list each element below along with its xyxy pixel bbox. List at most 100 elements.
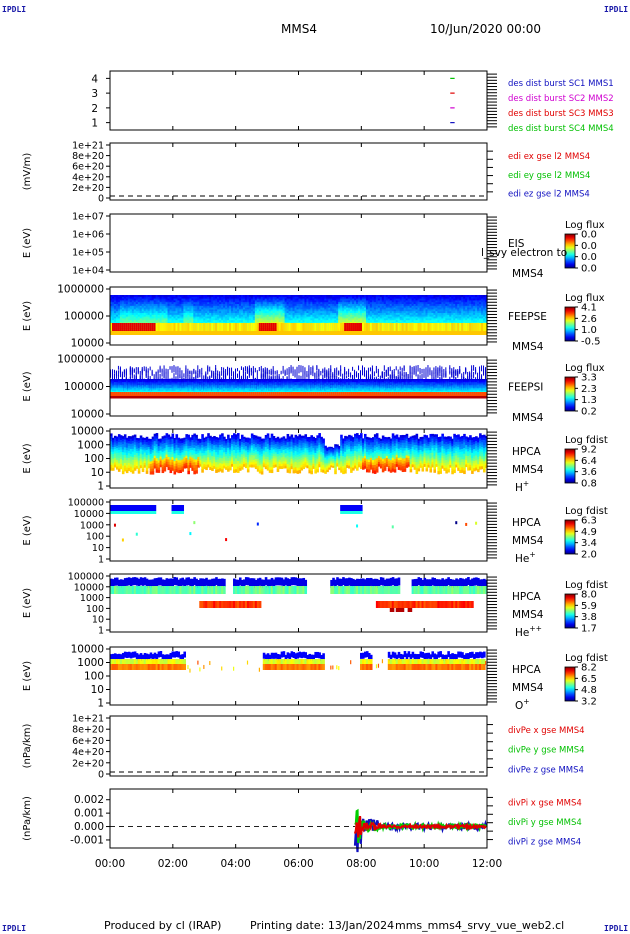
spectro-cell	[393, 295, 397, 298]
spectro-cell	[425, 320, 429, 323]
spectro-cell	[123, 385, 127, 388]
spectro-cell	[113, 320, 117, 323]
spectro-cell	[163, 314, 167, 318]
spectro-cell	[318, 295, 321, 298]
spectro-cell	[264, 309, 268, 312]
spectro-cell	[391, 318, 395, 321]
spectro-cell	[165, 371, 167, 379]
spectro-cell	[137, 314, 141, 318]
spectro-cell	[421, 320, 425, 323]
spectro-cell	[354, 313, 357, 316]
spectro-cell	[360, 311, 363, 314]
spectro-cell	[419, 311, 423, 314]
spectro-cell	[119, 302, 123, 305]
spectro-cell	[485, 298, 488, 301]
spectro-cell	[199, 302, 202, 305]
spectro-cell	[306, 296, 310, 300]
spectro-cell	[201, 311, 204, 314]
spectro-cell	[217, 304, 220, 307]
spectro-cell	[235, 331, 238, 335]
spectro-cell	[254, 305, 258, 309]
spectro-cell	[322, 307, 325, 310]
spectro-cell	[238, 305, 242, 309]
spectro-cell	[483, 300, 486, 303]
spectro-cell	[244, 305, 248, 309]
spectro-cell	[471, 298, 474, 301]
spectro-cell	[401, 298, 405, 301]
spectro-cell	[483, 309, 486, 312]
spectro-cell	[242, 313, 246, 316]
spectro-cell	[187, 374, 189, 381]
spectro-cell	[191, 298, 194, 301]
spectro-cell	[219, 318, 222, 321]
spectro-cell	[344, 316, 347, 319]
spectro-cell	[328, 314, 331, 318]
spectro-cell	[221, 298, 224, 301]
spectro-cell	[306, 305, 310, 309]
spectro-cell	[403, 305, 407, 309]
spectro-cell	[167, 372, 169, 381]
spectro-cell	[183, 389, 186, 392]
spectro-cell	[167, 379, 171, 382]
spectro-cell	[469, 331, 472, 335]
spectro-cell	[413, 314, 417, 318]
spectro-cell	[401, 304, 405, 307]
spectro-cell	[471, 331, 474, 335]
spectro-cell	[342, 318, 345, 321]
spectro-cell	[371, 331, 375, 335]
spectro-cell	[139, 304, 143, 307]
spectro-cell	[203, 323, 206, 331]
spectro-cell	[403, 320, 407, 323]
spectro-cell	[413, 302, 417, 305]
spectro-cell	[421, 307, 425, 310]
spectro-cell	[256, 302, 260, 305]
spectro-cell	[381, 331, 385, 335]
spectro-cell	[483, 305, 486, 309]
spectro-cell	[280, 318, 284, 321]
spectro-cell	[352, 331, 355, 335]
spectro-cell	[165, 305, 169, 309]
spectro-cell	[147, 304, 151, 307]
spectro-cell	[117, 305, 121, 309]
spectro-cell	[358, 311, 361, 314]
spectro-cell	[127, 304, 131, 307]
spectro-cell	[373, 300, 377, 303]
spectro-cell	[147, 318, 151, 321]
spectro-cell	[348, 311, 351, 314]
spectro-cell	[133, 307, 137, 310]
spectro-cell	[481, 331, 484, 335]
spectro-cell	[123, 382, 127, 385]
spectro-cell	[443, 300, 446, 303]
spectro-cell	[131, 304, 135, 307]
spectro-cell	[397, 300, 401, 303]
spectro-cell	[173, 392, 177, 396]
spectro-cell	[123, 318, 127, 321]
spectro-cell	[475, 323, 478, 331]
spectro-cell	[379, 305, 383, 309]
spectro-cell	[421, 314, 425, 318]
spectro-cell	[115, 311, 119, 314]
spectro-cell	[385, 320, 389, 323]
spectro-cell	[141, 296, 145, 300]
spectro-cell	[302, 300, 306, 303]
spectro-cell	[457, 323, 460, 331]
spectro-cell	[139, 305, 143, 309]
spectro-cell	[360, 298, 363, 301]
spectro-cell	[290, 307, 294, 310]
spectro-cell	[119, 379, 123, 382]
spectro-cell	[177, 396, 181, 399]
spectro-cell	[354, 298, 357, 301]
spectro-cell	[455, 313, 458, 316]
spectro-cell	[445, 314, 448, 318]
spectro-cell	[342, 298, 345, 301]
spectro-cell	[121, 323, 125, 331]
spectro-cell	[141, 309, 145, 312]
spectro-cell	[296, 311, 300, 314]
spectro-cell	[171, 302, 175, 305]
spectro-cell	[322, 309, 325, 312]
spectro-cell	[248, 307, 252, 310]
spectro-cell	[485, 305, 488, 309]
spectro-cell	[385, 298, 389, 301]
spectro-cell	[151, 392, 155, 396]
spectro-cell	[266, 318, 270, 321]
